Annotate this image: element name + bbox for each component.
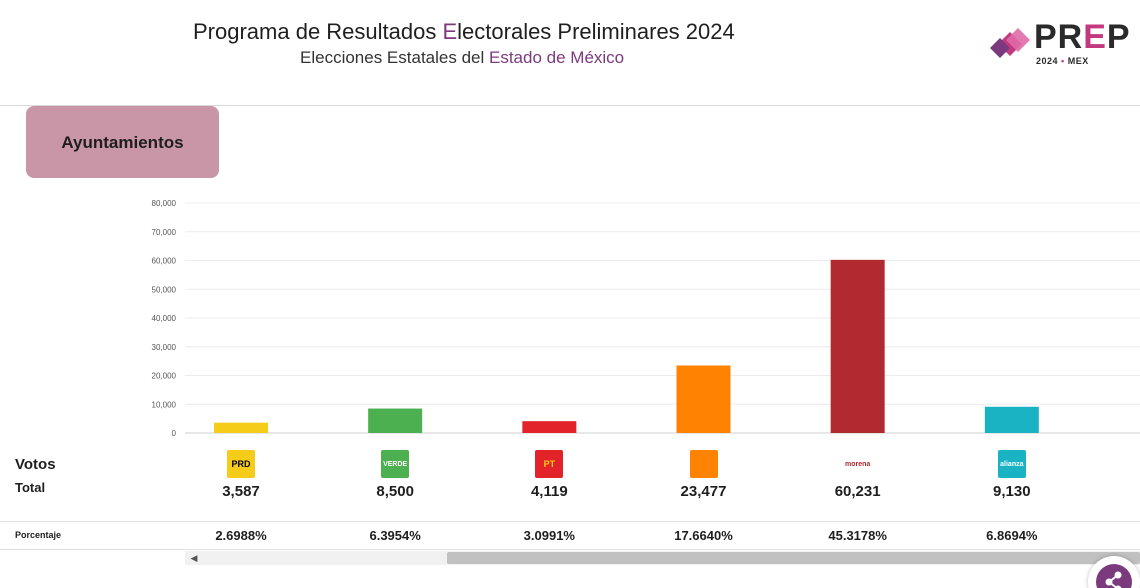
prd-logo-icon: PRD bbox=[227, 450, 255, 478]
vote-percentage: 2.6988% bbox=[215, 528, 267, 543]
morena-logo-icon: morena bbox=[837, 450, 878, 478]
vote-percentage: 3.0991% bbox=[523, 528, 575, 543]
bar-alianza[interactable] bbox=[984, 406, 1039, 433]
y-tick-label: 50,000 bbox=[152, 285, 177, 294]
vote-percentage: 6.8694% bbox=[986, 528, 1038, 543]
bar-morena[interactable] bbox=[830, 259, 885, 433]
vote-total: 8,500 bbox=[376, 483, 414, 500]
share-button[interactable] bbox=[1088, 556, 1140, 588]
vote-total: 60,231 bbox=[834, 483, 881, 500]
pt-logo-icon: PT bbox=[535, 450, 564, 478]
vote-total: 4,119 bbox=[530, 483, 568, 500]
tab-label: Ayuntamientos bbox=[61, 133, 184, 152]
alianza-logo-icon: alianza bbox=[997, 450, 1026, 478]
divider bbox=[0, 521, 1140, 522]
y-tick-label: 60,000 bbox=[152, 257, 177, 266]
bar-prd[interactable] bbox=[214, 422, 268, 433]
vote-total: 9,130 bbox=[993, 483, 1031, 500]
bar-pt[interactable] bbox=[522, 421, 577, 433]
tab-ayuntamientos[interactable]: Ayuntamientos bbox=[26, 106, 219, 178]
vote-percentage: 6.3954% bbox=[369, 528, 421, 543]
porcentaje-label: Porcentaje bbox=[15, 530, 62, 540]
bar-chart: 0 10,000 20,000 30,000 40,000 50,000 60,000 70,… bbox=[152, 199, 1140, 438]
vote-percentage: 45.3178% bbox=[828, 528, 887, 543]
header: Programa de Resultados Electorales Preli… bbox=[0, 0, 1140, 106]
horizontal-scrollbar[interactable]: ◀ bbox=[185, 551, 1140, 565]
vote-total: 23,477 bbox=[680, 483, 727, 500]
mc-logo-icon bbox=[689, 450, 718, 478]
verde-logo-icon: VERDE bbox=[381, 450, 410, 478]
bar-verde[interactable] bbox=[368, 408, 423, 433]
y-tick-label: 70,000 bbox=[152, 228, 177, 237]
y-tick-label: 40,000 bbox=[152, 314, 177, 323]
y-tick-label: 30,000 bbox=[152, 343, 177, 352]
y-tick-label: 0 bbox=[172, 429, 177, 438]
divider bbox=[0, 549, 1140, 550]
logo-text: PREP bbox=[1034, 18, 1131, 56]
y-tick-label: 20,000 bbox=[152, 372, 177, 381]
votos-label: Votos bbox=[15, 456, 56, 473]
y-tick-label: 80,000 bbox=[152, 199, 177, 208]
bar-mc[interactable] bbox=[676, 365, 731, 433]
vote-percentage: 17.6640% bbox=[674, 528, 733, 543]
scroll-left-arrow-icon[interactable]: ◀ bbox=[190, 552, 198, 563]
share-icon bbox=[1096, 564, 1132, 588]
total-label: Total bbox=[15, 480, 46, 495]
prep-logo[interactable]: PREP 2024 • MEX bbox=[988, 18, 1138, 70]
logo-subtext: 2024 • MEX bbox=[1036, 56, 1089, 66]
vote-total: 3,587 bbox=[222, 483, 260, 500]
scrollbar-thumb[interactable] bbox=[447, 552, 1140, 564]
page-title: Programa de Resultados Electorales Preli… bbox=[193, 19, 735, 44]
y-tick-label: 10,000 bbox=[152, 400, 177, 409]
page-subtitle: Elecciones Estatales del Estado de Méxic… bbox=[300, 48, 625, 67]
prep-logo-mark-icon bbox=[990, 28, 1030, 58]
